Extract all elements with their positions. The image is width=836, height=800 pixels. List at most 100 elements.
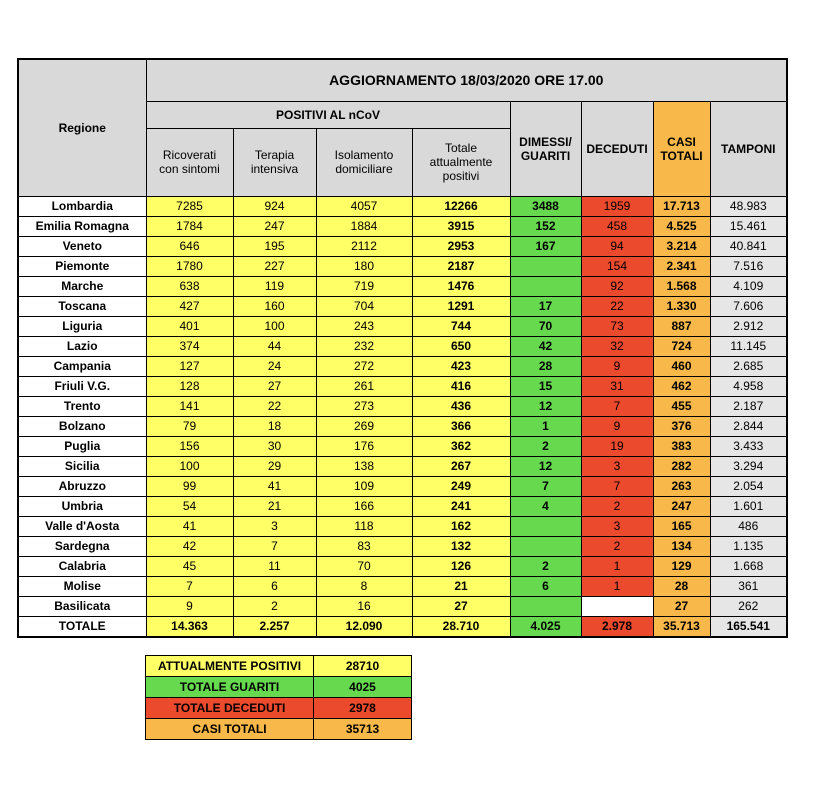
value-cell: 128 — [145, 375, 234, 397]
value-cell: 1.568 — [652, 275, 711, 297]
value-cell: 263 — [652, 475, 711, 497]
group-header: POSITIVI AL nCoV — [145, 100, 511, 129]
value-cell: 2 — [232, 595, 317, 617]
row: Sardegna 42 7 83 132 2 134 1.135 — [17, 535, 788, 557]
value-cell: 744 — [411, 315, 511, 337]
value-cell: 9 — [580, 355, 654, 377]
value-cell: 28 — [652, 575, 711, 597]
col-header: Ricoverati con sintomi — [145, 127, 234, 197]
value-cell: 423 — [411, 355, 511, 377]
value-cell: 4.109 — [709, 275, 788, 297]
value-cell: 48.983 — [709, 195, 788, 217]
value-cell: 27 — [411, 595, 511, 617]
col-header: Totale attualmente positivi — [411, 127, 511, 197]
region-header: Regione — [17, 58, 147, 197]
title: AGGIORNAMENTO 18/03/2020 ORE 17.00 — [145, 58, 788, 102]
col-header: TAMPONI — [709, 100, 788, 197]
value-cell: 154 — [580, 255, 654, 277]
value-cell: 129 — [652, 555, 711, 577]
region-cell: Toscana — [17, 295, 147, 317]
value-cell: 3 — [580, 515, 654, 537]
value-cell: 638 — [145, 275, 234, 297]
value-cell: 162 — [411, 515, 511, 537]
value-cell: 167 — [509, 235, 582, 257]
value-cell: 118 — [315, 515, 413, 537]
value-cell: 7.606 — [709, 295, 788, 317]
region-cell: Liguria — [17, 315, 147, 337]
value-cell: 374 — [145, 335, 234, 357]
value-cell: 1.601 — [709, 495, 788, 517]
total-row: TOTALE 14.363 2.257 12.090 28.710 4.025 2.978 3… — [17, 615, 788, 637]
row: Emilia Romagna 1784 247 1884 3915 152 458 4.525… — [17, 215, 788, 237]
value-cell: 152 — [509, 215, 582, 237]
region-cell: Campania — [17, 355, 147, 377]
value-cell: 458 — [580, 215, 654, 237]
row: Bolzano 79 18 269 366 1 9 376 2.844 — [17, 415, 788, 437]
region-cell: Veneto — [17, 235, 147, 257]
value-cell: 7.516 — [709, 255, 788, 277]
value-cell: 138 — [315, 455, 413, 477]
value-cell: 15 — [509, 375, 582, 397]
value-cell: 165 — [652, 515, 711, 537]
row: Molise 7 6 8 21 6 1 28 361 — [17, 575, 788, 597]
row: Friuli V.G. 128 27 261 416 15 31 462 4.958 — [17, 375, 788, 397]
value-cell: 232 — [315, 335, 413, 357]
value-cell: 30 — [232, 435, 317, 457]
value-cell: 416 — [411, 375, 511, 397]
value-cell: 3.214 — [652, 235, 711, 257]
value-cell: 1 — [509, 415, 582, 437]
value-cell: 11 — [232, 555, 317, 577]
value-cell: 166 — [315, 495, 413, 517]
value-cell: 272 — [315, 355, 413, 377]
value-cell: 109 — [315, 475, 413, 497]
value-cell: 126 — [411, 555, 511, 577]
row: Basilicata 9 2 16 27 27 262 — [17, 595, 788, 617]
region-cell: Abruzzo — [17, 475, 147, 497]
value-cell: 15.461 — [709, 215, 788, 237]
row: Toscana 427 160 704 1291 17 22 1.330 7.606 — [17, 295, 788, 317]
value-cell — [509, 595, 582, 617]
value-cell: 1784 — [145, 215, 234, 237]
value-cell — [509, 275, 582, 297]
value-cell: 1476 — [411, 275, 511, 297]
value-cell: 11.145 — [709, 335, 788, 357]
value-cell: 16 — [315, 595, 413, 617]
value-cell: 3.294 — [709, 455, 788, 477]
row: Umbria 54 21 166 241 4 2 247 1.601 — [17, 495, 788, 517]
value-cell: 7285 — [145, 195, 234, 217]
col-header: Isolamento domiciliare — [315, 127, 413, 197]
row: Sicilia 100 29 138 267 12 3 282 3.294 — [17, 455, 788, 477]
value-cell: 3488 — [509, 195, 582, 217]
value-cell: 41 — [145, 515, 234, 537]
value-cell: 1.668 — [709, 555, 788, 577]
total-cell: 165.541 — [709, 615, 788, 637]
region-cell: Basilicata — [17, 595, 147, 617]
value-cell: 1.135 — [709, 535, 788, 557]
region-cell: Friuli V.G. — [17, 375, 147, 397]
value-cell: 83 — [315, 535, 413, 557]
col-header: DECEDUTI — [580, 100, 654, 197]
row: Lombardia 7285 924 4057 12266 3488 1959 17.713 4… — [17, 195, 788, 217]
value-cell: 361 — [709, 575, 788, 597]
region-cell: Marche — [17, 275, 147, 297]
value-cell: 273 — [315, 395, 413, 417]
value-cell: 27 — [652, 595, 711, 617]
value-cell: 12266 — [411, 195, 511, 217]
value-cell: 180 — [315, 255, 413, 277]
value-cell: 141 — [145, 395, 234, 417]
total-cell: 28.710 — [411, 615, 511, 637]
value-cell: 54 — [145, 495, 234, 517]
value-cell: 19 — [580, 435, 654, 457]
value-cell — [509, 535, 582, 557]
value-cell: 40.841 — [709, 235, 788, 257]
value-cell: 195 — [232, 235, 317, 257]
value-cell: 924 — [232, 195, 317, 217]
value-cell: 73 — [580, 315, 654, 337]
value-cell: 1 — [580, 555, 654, 577]
summary-label: TOTALE GUARITI — [145, 676, 314, 698]
value-cell: 262 — [709, 595, 788, 617]
value-cell: 45 — [145, 555, 234, 577]
value-cell: 455 — [652, 395, 711, 417]
value-cell — [509, 255, 582, 277]
